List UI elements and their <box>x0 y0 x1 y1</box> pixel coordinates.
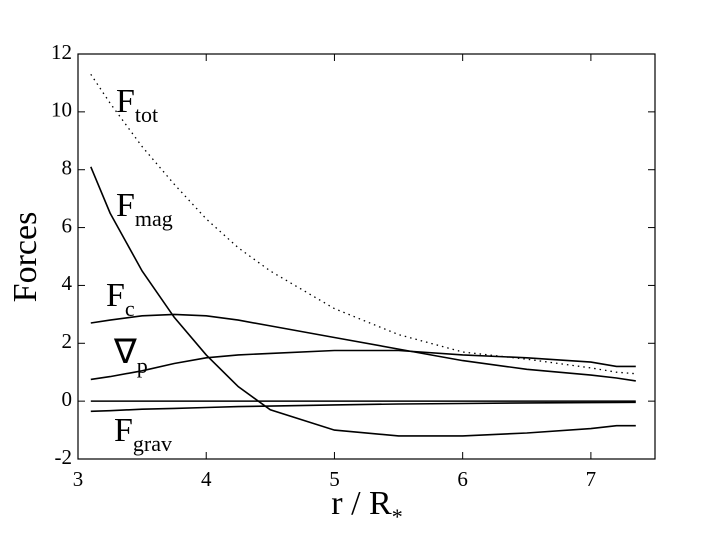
y-axis-label: Forces <box>7 212 44 303</box>
x-axis-label-sub: * <box>392 504 403 529</box>
series-label-main: F <box>116 83 135 120</box>
plot-frame <box>77 53 656 460</box>
series-label-main: F <box>116 187 135 224</box>
series-label-main: F <box>106 277 125 314</box>
x-axis-label-main: r / R <box>331 485 392 522</box>
y-tick-label: 12 <box>51 40 72 64</box>
x-tick-label: 4 <box>201 467 212 491</box>
series-label-sub: grav <box>133 431 172 456</box>
series-label: ∇p <box>113 334 148 378</box>
series-line <box>90 401 636 413</box>
x-tick-label: 3 <box>73 467 84 491</box>
x-tick-label: 7 <box>586 467 597 491</box>
series-label-sub: tot <box>135 102 158 127</box>
series-label: Ftot <box>116 83 158 127</box>
series-label: Fc <box>106 277 135 321</box>
series-label-main: F <box>114 412 133 449</box>
series-line <box>90 166 636 437</box>
series-label-main: ∇ <box>113 334 137 371</box>
y-tick-label: -2 <box>55 445 73 469</box>
y-tick-label: 6 <box>62 213 73 237</box>
y-tick-label: 8 <box>62 156 73 180</box>
series-label-sub: p <box>137 353 148 378</box>
series-label: Fmag <box>116 187 173 231</box>
series-line <box>90 349 636 381</box>
x-axis-label: r / R* <box>331 485 402 529</box>
series-label: Fgrav <box>114 412 172 456</box>
y-tick-label: 2 <box>62 329 73 353</box>
x-tick-label: 5 <box>329 467 340 491</box>
series-label-sub: mag <box>135 206 173 231</box>
x-tick-label: 6 <box>457 467 468 491</box>
y-tick-label: 4 <box>62 271 73 295</box>
y-tick-label: 10 <box>51 98 72 122</box>
series-line <box>90 313 636 382</box>
y-tick-label: 0 <box>62 387 73 411</box>
series-label-sub: c <box>125 296 135 321</box>
